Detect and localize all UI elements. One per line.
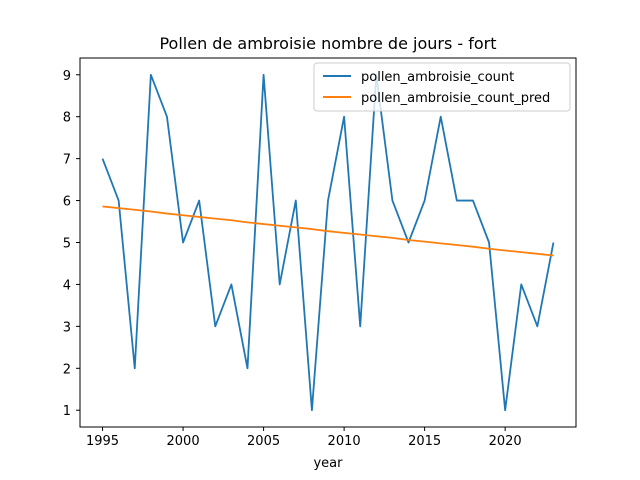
y-tick-label: 1 xyxy=(63,404,71,419)
y-tick-label: 5 xyxy=(63,237,71,252)
series-line-count xyxy=(101,73,555,412)
y-tick-label: 4 xyxy=(63,278,71,293)
y-tick-label: 3 xyxy=(63,320,71,335)
legend-label-pred: pollen_ambroisie_count_pred xyxy=(361,91,550,106)
series-line-pred xyxy=(102,205,554,257)
x-axis: 1995 2000 2005 2010 2015 2020 xyxy=(86,427,522,449)
chart-title: Pollen de ambroisie nombre de jours - fo… xyxy=(159,34,496,53)
x-tick-label: 2020 xyxy=(489,434,522,449)
legend-label-count: pollen_ambroisie_count xyxy=(361,70,514,85)
x-axis-title: year xyxy=(313,456,343,471)
x-tick-label: 2015 xyxy=(408,434,441,449)
x-tick-label: 2000 xyxy=(167,434,200,449)
legend-box xyxy=(313,62,571,112)
y-tick-label: 7 xyxy=(63,153,71,168)
x-tick-label: 1995 xyxy=(86,434,119,449)
legend: pollen_ambroisie_count pollen_ambroisie_… xyxy=(313,62,571,112)
y-tick-label: 8 xyxy=(63,111,71,126)
x-tick-label: 2010 xyxy=(328,434,361,449)
series-layer xyxy=(101,73,555,412)
y-tick-label: 9 xyxy=(63,69,71,84)
x-tick-label: 2005 xyxy=(247,434,280,449)
y-tick-label: 6 xyxy=(63,195,71,210)
y-axis: 1 2 3 4 5 6 7 8 9 xyxy=(63,69,80,419)
y-tick-label: 2 xyxy=(63,362,71,377)
